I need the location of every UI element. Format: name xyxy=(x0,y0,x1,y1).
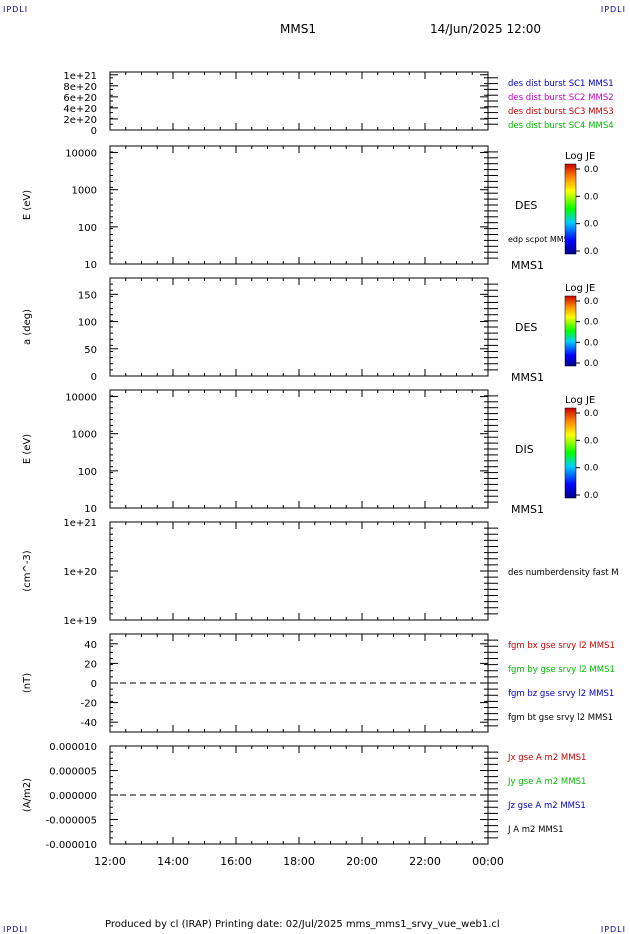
panel-6-ytick-label: 20 xyxy=(84,659,97,670)
panel-2-frame xyxy=(109,145,489,265)
panel-6-ytick-label: 0 xyxy=(91,679,97,690)
panel-7-ytick-label: 0.000005 xyxy=(49,767,97,778)
panel-3-ytick-label: 150 xyxy=(78,290,97,301)
panel-4-spacecraft-label: MMS1 xyxy=(511,503,544,516)
panel-1-frame xyxy=(109,71,489,131)
panel-1-legend-entry: des dist burst SC1 MMS1 xyxy=(508,79,614,89)
panel-1-legend-entry: des dist burst SC2 MMS2 xyxy=(508,93,614,103)
panel-3-colorbar-label: 0.0 xyxy=(584,359,599,369)
time-axis-label: 16:00 xyxy=(220,855,252,868)
time-axis-label: 00:00 xyxy=(472,855,504,868)
panel-7-legend-entry: Jz gse A m2 MMS1 xyxy=(507,801,586,811)
panel-4-instrument-label: DIS xyxy=(515,443,534,456)
panel-7-ytick-label: 0.000000 xyxy=(49,791,97,802)
plot-datetime: 14/Jun/2025 12:00 xyxy=(430,22,542,36)
panel-6-ytick-label: 40 xyxy=(84,640,97,651)
panel-2-ytick-label: 1000 xyxy=(72,186,97,197)
panel-6-ytick-label: -40 xyxy=(81,718,97,729)
panel-3-ylabel: a (deg) xyxy=(22,309,33,345)
time-axis-label: 14:00 xyxy=(157,855,189,868)
panel-2-colorbar-title: Log JE xyxy=(565,151,595,162)
panel-2-ytick-label: 10000 xyxy=(65,149,97,160)
panel-6-legend-entry: fgm bx gse srvy l2 MMS1 xyxy=(508,641,615,651)
panel-3-colorbar-label: 0.0 xyxy=(584,297,599,307)
corner-mark-bottom-left: IPDLI xyxy=(3,925,29,934)
panel-3-colorbar-label: 0.0 xyxy=(584,338,599,348)
panel-4-frame xyxy=(109,389,489,509)
panel-7-legend-entry: Jx gse A m2 MMS1 xyxy=(507,753,586,763)
panel-3-colorbar xyxy=(564,295,577,367)
panel-1-ytick-label: 1e+21 xyxy=(63,71,97,82)
panel-3-ytick-label: 50 xyxy=(84,345,97,356)
panel-2-colorbar-label: 0.0 xyxy=(584,220,599,230)
panel-5-frame xyxy=(109,521,489,621)
corner-mark-bottom-right: IPDLI xyxy=(600,925,626,934)
panel-1-ytick-label: 4e+20 xyxy=(63,104,97,115)
panel-6-ytick-label: -20 xyxy=(81,699,97,710)
panel-7-ytick-label: -0.000005 xyxy=(46,816,97,827)
panel-2-colorbar-label: 0.0 xyxy=(584,247,599,257)
panel-6-ylabel: (nT) xyxy=(22,673,33,693)
panel-3-colorbar-label: 0.0 xyxy=(584,318,599,328)
time-axis-label: 12:00 xyxy=(94,855,126,868)
panel-5-legend-entry: des numberdensity fast M xyxy=(508,568,619,578)
panel-1-ytick-label: 8e+20 xyxy=(63,82,97,93)
panel-5-ytick-label: 1e+21 xyxy=(63,518,97,529)
panel-4-ytick-label: 1000 xyxy=(72,430,97,441)
panel-3-colorbar-title: Log JE xyxy=(565,283,595,294)
panel-3-instrument-label: DES xyxy=(515,321,537,334)
time-axis-label: 20:00 xyxy=(346,855,378,868)
panel-2-spacecraft-label: MMS1 xyxy=(511,259,544,272)
panel-2-instrument-label: DES xyxy=(515,199,537,212)
panel-1-ytick-label: 2e+20 xyxy=(63,115,97,126)
panel-1-legend-entry: des dist burst SC4 MMS4 xyxy=(508,121,614,131)
panel-7-legend-entry: Jy gse A m2 MMS1 xyxy=(507,777,586,787)
panel-3-ytick-label: 100 xyxy=(78,318,97,329)
panel-1-ytick-label: 0 xyxy=(91,126,97,137)
spacecraft-title: MMS1 xyxy=(280,22,316,36)
panel-7-ytick-label: 0.000010 xyxy=(49,742,97,753)
panel-4-colorbar xyxy=(564,407,577,499)
panel-2-colorbar-label: 0.0 xyxy=(584,192,599,202)
panel-3-ytick-label: 0 xyxy=(91,372,97,383)
panel-4-colorbar-label: 0.0 xyxy=(584,409,599,419)
panel-2-colorbar-label: 0.0 xyxy=(584,165,599,175)
panel-4-colorbar-label: 0.0 xyxy=(584,491,599,501)
panel-4-ytick-label: 100 xyxy=(78,467,97,478)
panel-2-overlay-label: edp scpot MMS1 xyxy=(508,235,574,244)
corner-mark-top-right: IPDLI xyxy=(600,5,626,14)
panel-4-ylabel: E (eV) xyxy=(22,434,33,464)
panel-6-legend-entry: fgm by gse srvy l2 MMS1 xyxy=(508,665,615,675)
panel-2-colorbar xyxy=(564,163,577,255)
panel-2-ytick-label: 100 xyxy=(78,223,97,234)
panel-7-ylabel: (A/m2) xyxy=(22,778,33,812)
panel-4-colorbar-title: Log JE xyxy=(565,395,595,406)
panel-5-ytick-label: 1e+19 xyxy=(63,616,97,627)
panel-1-legend-entry: des dist burst SC3 MMS3 xyxy=(508,107,614,117)
time-axis-label: 18:00 xyxy=(283,855,315,868)
panel-2-ylabel: E (eV) xyxy=(22,190,33,220)
corner-mark-top-left: IPDLI xyxy=(3,5,29,14)
panel-5-ytick-label: 1e+20 xyxy=(63,567,97,578)
panel-5-ylabel: (cm^-3) xyxy=(22,550,33,591)
footer-credits: Produced by cl (IRAP) Printing date: 02/… xyxy=(105,919,500,930)
panel-1-ytick-label: 6e+20 xyxy=(63,93,97,104)
panel-6-legend-entry: fgm bz gse srvy l2 MMS1 xyxy=(508,689,614,699)
time-axis-label: 22:00 xyxy=(409,855,441,868)
panel-4-ytick-label: 10 xyxy=(84,504,97,515)
panel-4-ytick-label: 10000 xyxy=(65,393,97,404)
panel-3-frame xyxy=(109,277,489,377)
panel-4-colorbar-label: 0.0 xyxy=(584,436,599,446)
panel-4-colorbar-label: 0.0 xyxy=(584,464,599,474)
panel-3-spacecraft-label: MMS1 xyxy=(511,371,544,384)
panel-6-legend-entry: fgm bt gse srvy l2 MMS1 xyxy=(508,713,613,723)
panel-7-ytick-label: -0.000010 xyxy=(46,840,97,851)
panel-7-legend-entry: J A m2 MMS1 xyxy=(507,825,564,835)
panel-2-ytick-label: 10 xyxy=(84,260,97,271)
